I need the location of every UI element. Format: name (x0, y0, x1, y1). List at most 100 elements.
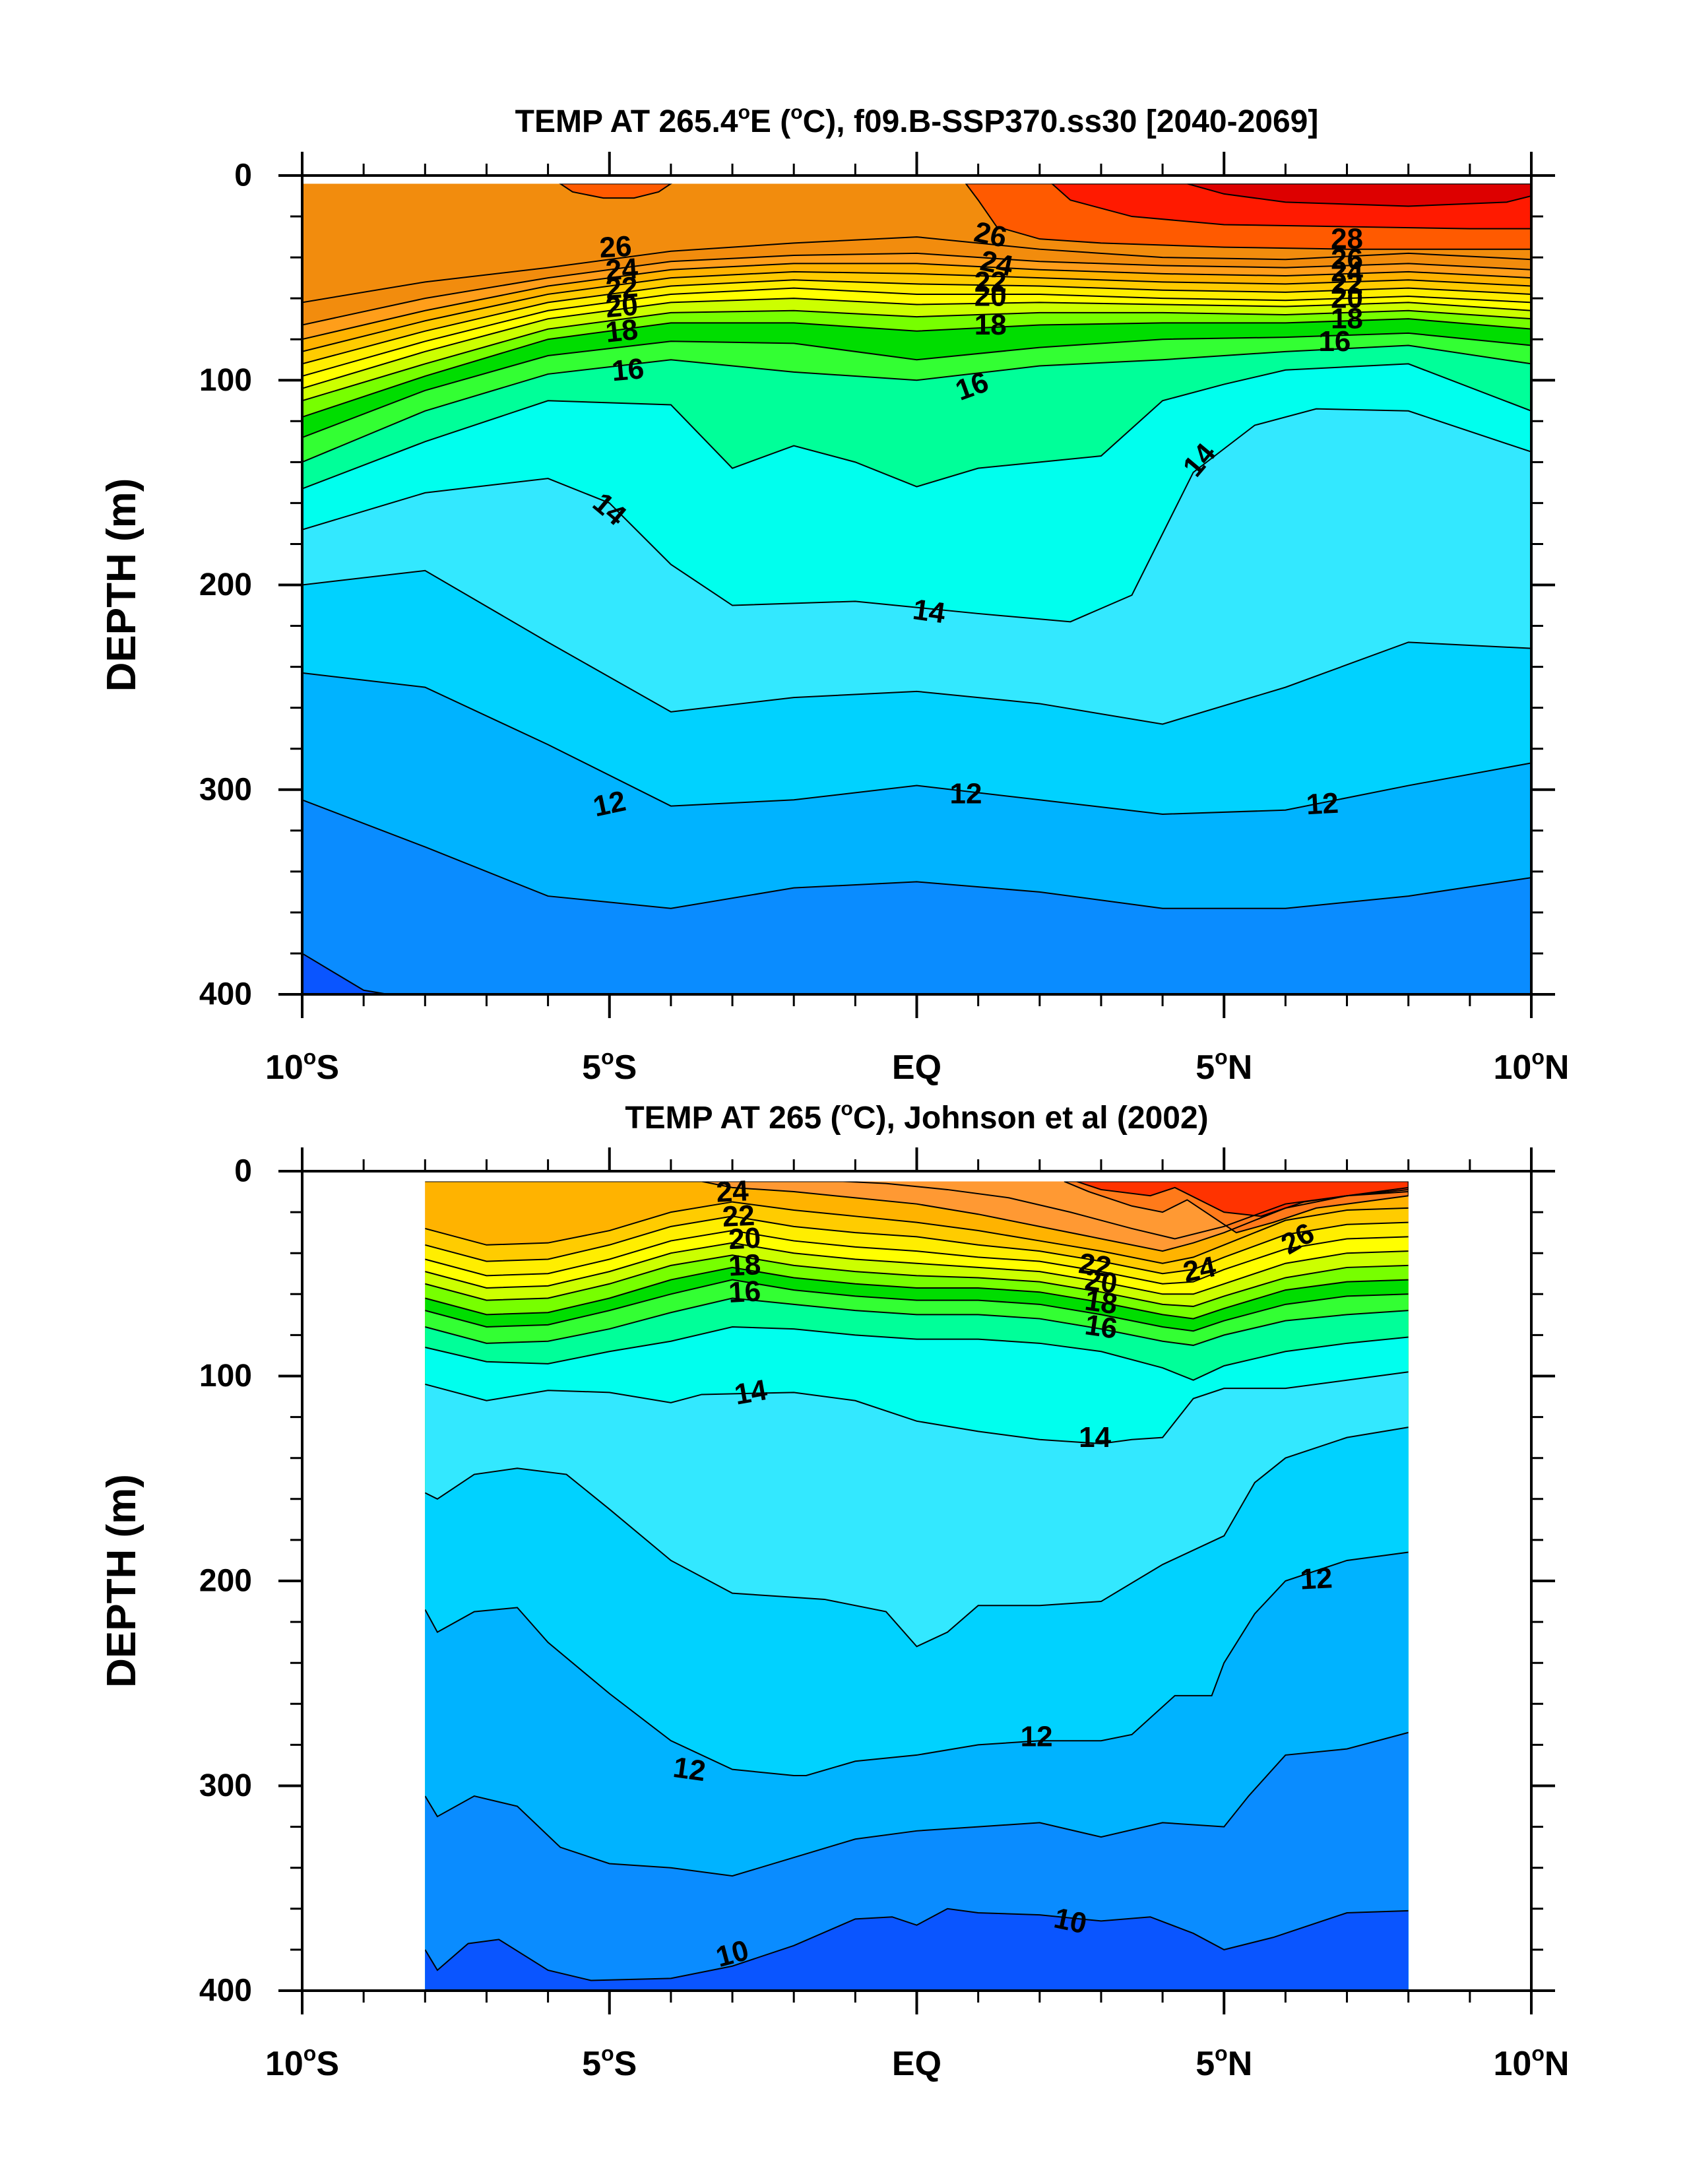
isotherm-21 (425, 1230, 1409, 1285)
contour-label: 18 (1331, 303, 1363, 335)
temperature-band-10-11 (425, 1908, 1409, 1991)
isotherm-21 (302, 287, 1531, 377)
y-tick-label: 400 (199, 977, 252, 1012)
contour-label: 14 (732, 1374, 770, 1411)
y-axis-label: DEPTH (m) (99, 478, 144, 692)
isotherm-24 (425, 1181, 1409, 1252)
contour-label: 14 (910, 593, 947, 629)
contour-label: 26 (1331, 243, 1363, 276)
contour-label: 12 (1306, 787, 1339, 821)
contour-label: 22 (1331, 268, 1363, 300)
isotherm-28 (1050, 183, 1531, 230)
isotherm-25 (425, 1181, 1409, 1240)
isotherm-15 (425, 1326, 1409, 1381)
contour-label: 18 (728, 1248, 761, 1282)
contour-label: 20 (974, 280, 1007, 313)
isotherm-10 (302, 953, 389, 994)
isotherm-20 (302, 298, 1531, 389)
isotherm-15 (302, 363, 1531, 490)
contour-label: 16 (610, 352, 645, 387)
isotherm-17 (302, 332, 1531, 439)
x-tick-label: 10oN (1494, 2041, 1570, 2083)
chart-title: TEMP AT 265 (oC), Johnson et al (2002) (625, 1098, 1208, 1136)
x-tick-label: EQ (892, 1048, 941, 1087)
contour-label: 24 (978, 244, 1017, 282)
isotherm-27 (559, 183, 672, 199)
isotherm-20 (425, 1242, 1409, 1295)
y-tick-label: 0 (234, 158, 252, 193)
y-tick-label: 300 (199, 1768, 252, 1803)
x-tick-label: 10oS (265, 2041, 339, 2083)
contour-label: 24 (604, 253, 639, 287)
isotherm-18 (302, 318, 1531, 418)
contour-label: 16 (728, 1275, 761, 1308)
isotherm-17 (425, 1279, 1409, 1332)
contour-lines (302, 183, 1531, 994)
contour-label: 18 (604, 313, 639, 349)
isotherm-22 (302, 279, 1531, 365)
x-tick-label: 10oS (265, 1045, 339, 1087)
x-tick-label: 5oS (582, 2041, 637, 2083)
contour-label: 16 (1083, 1308, 1119, 1345)
contour-label: 20 (1331, 282, 1363, 315)
contour-label: 18 (974, 309, 1007, 341)
contour-label: 12 (1021, 1720, 1053, 1752)
isotherm-23 (425, 1201, 1409, 1264)
isotherm-18 (425, 1266, 1409, 1320)
temperature-band-10-11 (302, 953, 389, 994)
isotherm-16 (302, 344, 1531, 463)
isotherm-19 (302, 309, 1531, 402)
contour-label: 24 (1331, 255, 1363, 288)
y-axis-label: DEPTH (m) (99, 1474, 144, 1688)
isotherm-29 (1187, 183, 1531, 207)
contour-label: 12 (1299, 1562, 1333, 1595)
y-tick-label: 200 (199, 567, 252, 602)
contour-label: 10 (1051, 1902, 1089, 1940)
panel-observations: 2422201816142220181624261412121210100100… (99, 1098, 1569, 2083)
y-tick-label: 400 (199, 1974, 252, 2008)
contour-label: 24 (715, 1174, 749, 1209)
isotherm-12 (302, 672, 1531, 815)
contour-label: 16 (1318, 325, 1351, 358)
x-tick-label: 10oN (1494, 1045, 1570, 1087)
x-tick-label: 5oN (1195, 2041, 1252, 2083)
contour-lines (425, 1181, 1409, 1981)
isotherm-26 (1064, 1181, 1409, 1234)
contour-label: 20 (1083, 1264, 1119, 1300)
temperature-band-29-30 (1187, 183, 1531, 207)
y-tick-label: 100 (199, 363, 252, 398)
contour-label: 22 (604, 271, 639, 305)
contour-label: 26 (971, 216, 1009, 254)
isotherm-13 (425, 1427, 1409, 1648)
panel-model: 2624222018162624222018162826242220181614… (99, 102, 1570, 1087)
contour-label: 20 (728, 1222, 761, 1256)
isotherm-22 (425, 1215, 1409, 1275)
x-tick-label: 5oS (582, 1045, 637, 1087)
temperature-band-11-12 (302, 800, 1531, 994)
chart-title: TEMP AT 265.4oE (oC), f09.B-SSP370.ss30 … (515, 102, 1319, 139)
isotherm-23 (302, 271, 1531, 352)
isotherm-14 (302, 408, 1531, 623)
contour-label: 20 (604, 289, 639, 324)
temperature-band-27-28 (1076, 1181, 1409, 1217)
contour-fills (425, 1181, 1409, 1991)
contour-label: 26 (598, 230, 632, 264)
isotherm-11 (302, 799, 1531, 909)
contour-label: 12 (950, 777, 982, 810)
x-tick-label: EQ (892, 2045, 941, 2083)
isotherm-12 (425, 1551, 1409, 1776)
isotherm-26 (302, 236, 1531, 304)
isotherm-19 (425, 1254, 1409, 1307)
y-tick-label: 300 (199, 772, 252, 807)
contour-label: 12 (671, 1751, 707, 1787)
contour-label: 28 (1331, 223, 1363, 255)
contour-label: 22 (722, 1200, 755, 1233)
isotherm-11 (425, 1731, 1409, 1877)
isotherm-13 (302, 569, 1531, 725)
contour-label: 18 (1083, 1284, 1119, 1320)
contour-label: 22 (974, 266, 1007, 298)
contour-label: 24 (1180, 1250, 1219, 1289)
isotherm-10 (425, 1908, 1409, 1981)
y-tick-label: 200 (199, 1564, 252, 1599)
